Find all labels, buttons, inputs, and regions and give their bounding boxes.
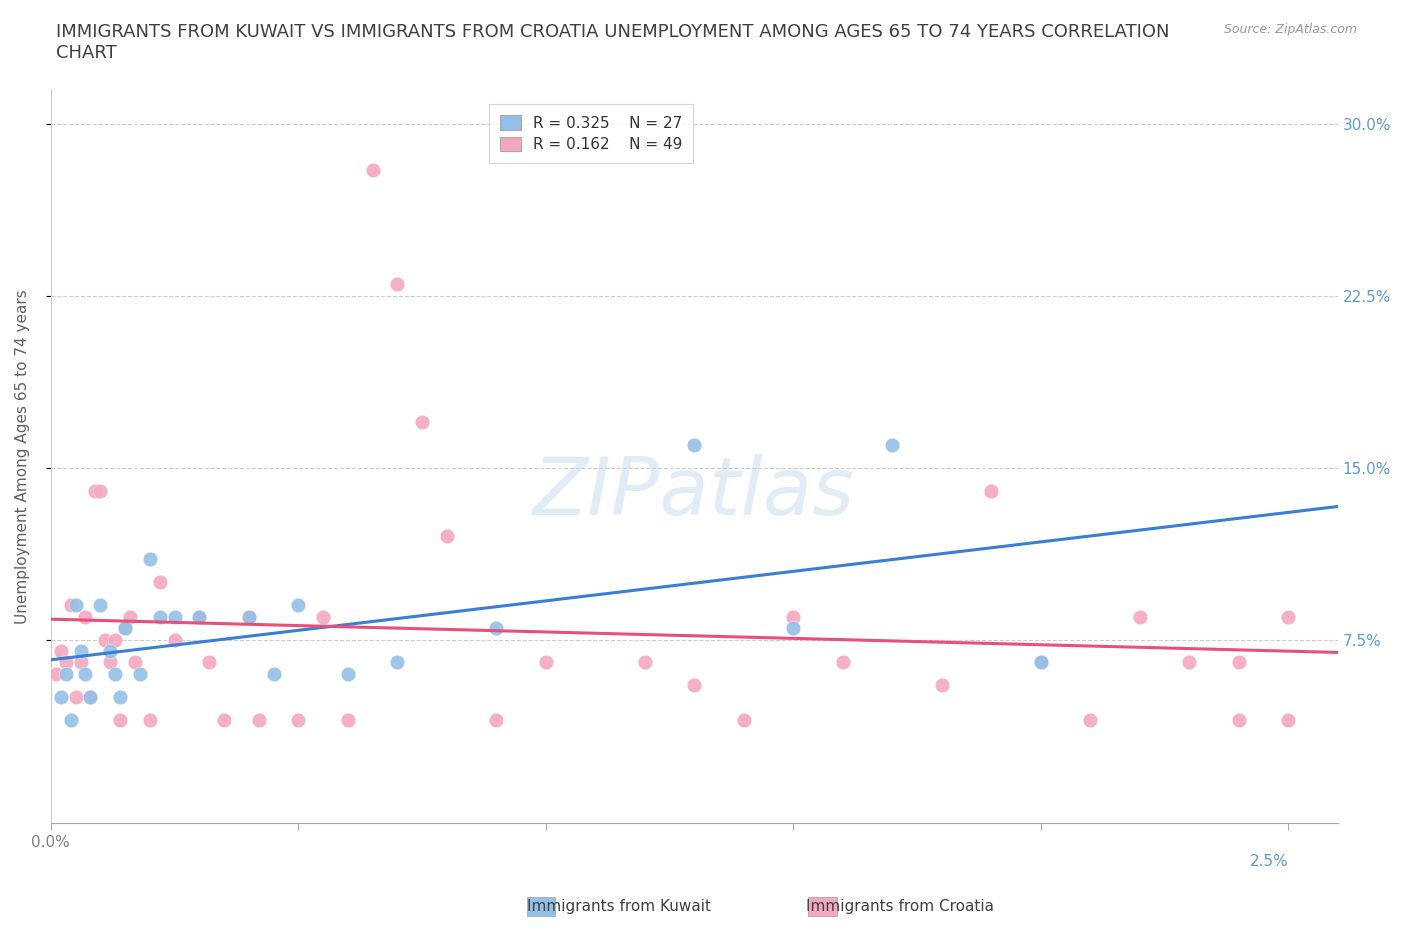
Point <box>114 620 136 635</box>
Point <box>79 689 101 704</box>
Text: Immigrants from Croatia: Immigrants from Croatia <box>806 899 994 914</box>
Point <box>94 632 117 647</box>
Point <box>238 609 260 624</box>
Point <box>104 667 127 682</box>
Point <box>65 689 87 704</box>
Point <box>108 689 131 704</box>
Point <box>89 483 111 498</box>
Point <box>287 598 309 613</box>
Point <box>634 655 657 670</box>
Point <box>49 644 72 658</box>
Point <box>831 655 853 670</box>
Point <box>104 632 127 647</box>
Point <box>485 620 508 635</box>
Point <box>263 667 285 682</box>
Point <box>59 598 82 613</box>
Text: Source: ZipAtlas.com: Source: ZipAtlas.com <box>1223 23 1357 36</box>
Point <box>139 551 162 566</box>
Point <box>198 655 221 670</box>
Point <box>89 598 111 613</box>
Point <box>411 415 433 430</box>
Point <box>98 655 121 670</box>
Point <box>1129 609 1152 624</box>
Point <box>75 609 97 624</box>
Point <box>55 655 77 670</box>
Point <box>69 644 91 658</box>
Point <box>149 609 172 624</box>
Point <box>1227 712 1250 727</box>
Point <box>683 437 706 452</box>
Point <box>59 712 82 727</box>
Point <box>733 712 755 727</box>
Point <box>1227 655 1250 670</box>
Point <box>1078 712 1101 727</box>
Point <box>980 483 1002 498</box>
Point <box>247 712 270 727</box>
Point <box>436 529 458 544</box>
Point <box>485 712 508 727</box>
Point <box>1029 655 1052 670</box>
Point <box>534 655 557 670</box>
Point <box>387 277 409 292</box>
Point <box>336 712 359 727</box>
Text: Immigrants from Kuwait: Immigrants from Kuwait <box>527 899 710 914</box>
Point <box>69 655 91 670</box>
Point <box>139 712 162 727</box>
Point <box>124 655 146 670</box>
Point <box>931 678 953 693</box>
Point <box>287 712 309 727</box>
Point <box>75 667 97 682</box>
Point <box>782 620 804 635</box>
Point <box>163 609 186 624</box>
Point <box>84 483 107 498</box>
Point <box>114 620 136 635</box>
Point <box>49 689 72 704</box>
Point <box>1277 609 1299 624</box>
Point <box>361 162 384 177</box>
Point <box>129 667 152 682</box>
Y-axis label: Unemployment Among Ages 65 to 74 years: Unemployment Among Ages 65 to 74 years <box>15 289 30 623</box>
Point <box>882 437 904 452</box>
Point <box>98 644 121 658</box>
Point <box>79 689 101 704</box>
Point <box>212 712 235 727</box>
Point <box>108 712 131 727</box>
Point <box>55 667 77 682</box>
Point <box>782 609 804 624</box>
Text: 2.5%: 2.5% <box>1250 854 1288 869</box>
Point <box>312 609 335 624</box>
Point <box>65 598 87 613</box>
Point <box>163 632 186 647</box>
Legend: R = 0.325    N = 27, R = 0.162    N = 49: R = 0.325 N = 27, R = 0.162 N = 49 <box>489 104 693 163</box>
Text: ZIPatlas: ZIPatlas <box>533 454 855 532</box>
Point <box>149 575 172 590</box>
Point <box>188 609 211 624</box>
Point <box>1277 712 1299 727</box>
Text: IMMIGRANTS FROM KUWAIT VS IMMIGRANTS FROM CROATIA UNEMPLOYMENT AMONG AGES 65 TO : IMMIGRANTS FROM KUWAIT VS IMMIGRANTS FRO… <box>56 23 1170 62</box>
Point <box>1029 655 1052 670</box>
Point <box>1178 655 1201 670</box>
Point <box>118 609 141 624</box>
Point <box>45 667 67 682</box>
Point <box>188 609 211 624</box>
Point <box>238 609 260 624</box>
Point <box>336 667 359 682</box>
Point <box>387 655 409 670</box>
Point <box>683 678 706 693</box>
